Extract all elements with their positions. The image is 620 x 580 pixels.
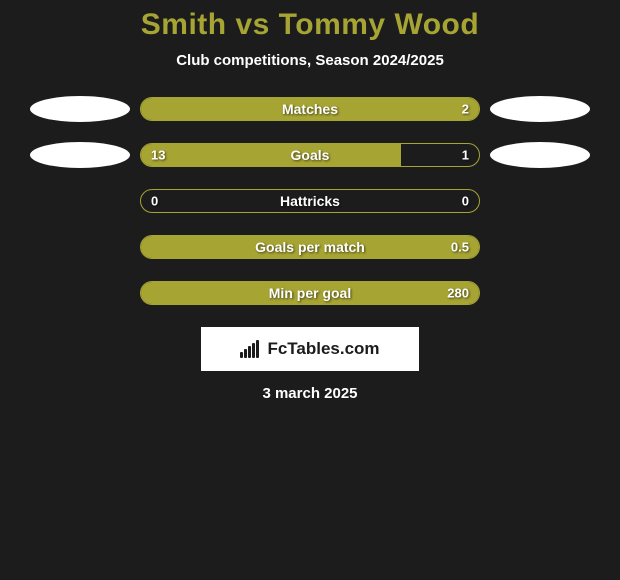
stat-value-right: 0 <box>462 194 469 209</box>
stat-row: Goals 13 1 <box>0 143 620 167</box>
stat-value-right: 2 <box>462 102 469 117</box>
left-player-mark <box>20 280 140 306</box>
stat-row: Hattricks 0 0 <box>0 189 620 213</box>
right-player-mark <box>480 96 600 122</box>
stat-label: Hattricks <box>280 193 340 209</box>
ellipse-icon <box>490 234 590 260</box>
left-player-mark <box>20 234 140 260</box>
stat-label: Goals per match <box>255 239 365 255</box>
stat-bar: Min per goal 280 <box>140 281 480 305</box>
stat-row: Matches 2 <box>0 97 620 121</box>
stat-label: Matches <box>282 101 338 117</box>
stat-bar: Goals per match 0.5 <box>140 235 480 259</box>
stat-row: Goals per match 0.5 <box>0 235 620 259</box>
left-player-mark <box>20 142 140 168</box>
ellipse-icon <box>30 142 130 168</box>
stat-bar-fill <box>141 144 401 166</box>
stat-bar: Matches 2 <box>140 97 480 121</box>
stat-value-left: 0 <box>151 194 158 209</box>
date-label: 3 march 2025 <box>0 385 620 402</box>
page-title: Smith vs Tommy Wood <box>0 8 620 42</box>
stat-label: Goals <box>291 147 330 163</box>
stat-value-right: 1 <box>462 148 469 163</box>
stat-value-left: 13 <box>151 148 165 163</box>
right-player-mark <box>480 280 600 306</box>
ellipse-icon <box>490 96 590 122</box>
ellipse-icon <box>30 234 130 260</box>
stat-row: Min per goal 280 <box>0 281 620 305</box>
ellipse-icon <box>30 188 130 214</box>
right-player-mark <box>480 142 600 168</box>
ellipse-icon <box>30 96 130 122</box>
left-player-mark <box>20 188 140 214</box>
left-player-mark <box>20 96 140 122</box>
right-player-mark <box>480 188 600 214</box>
subtitle: Club competitions, Season 2024/2025 <box>0 52 620 69</box>
stat-value-right: 0.5 <box>451 240 469 255</box>
ellipse-icon <box>30 280 130 306</box>
stat-bar: Hattricks 0 0 <box>140 189 480 213</box>
right-player-mark <box>480 234 600 260</box>
branding-badge: FcTables.com <box>201 327 419 371</box>
comparison-infographic: Smith vs Tommy Wood Club competitions, S… <box>0 0 620 402</box>
stat-rows: Matches 2 Goals 13 1 Hattricks 0 0 Goals per mat… <box>0 97 620 305</box>
bar-chart-icon <box>240 340 262 358</box>
stat-bar: Goals 13 1 <box>140 143 480 167</box>
ellipse-icon <box>490 280 590 306</box>
ellipse-icon <box>490 142 590 168</box>
branding-text: FcTables.com <box>267 339 379 359</box>
stat-value-right: 280 <box>447 286 469 301</box>
ellipse-icon <box>490 188 590 214</box>
stat-label: Min per goal <box>269 285 351 301</box>
